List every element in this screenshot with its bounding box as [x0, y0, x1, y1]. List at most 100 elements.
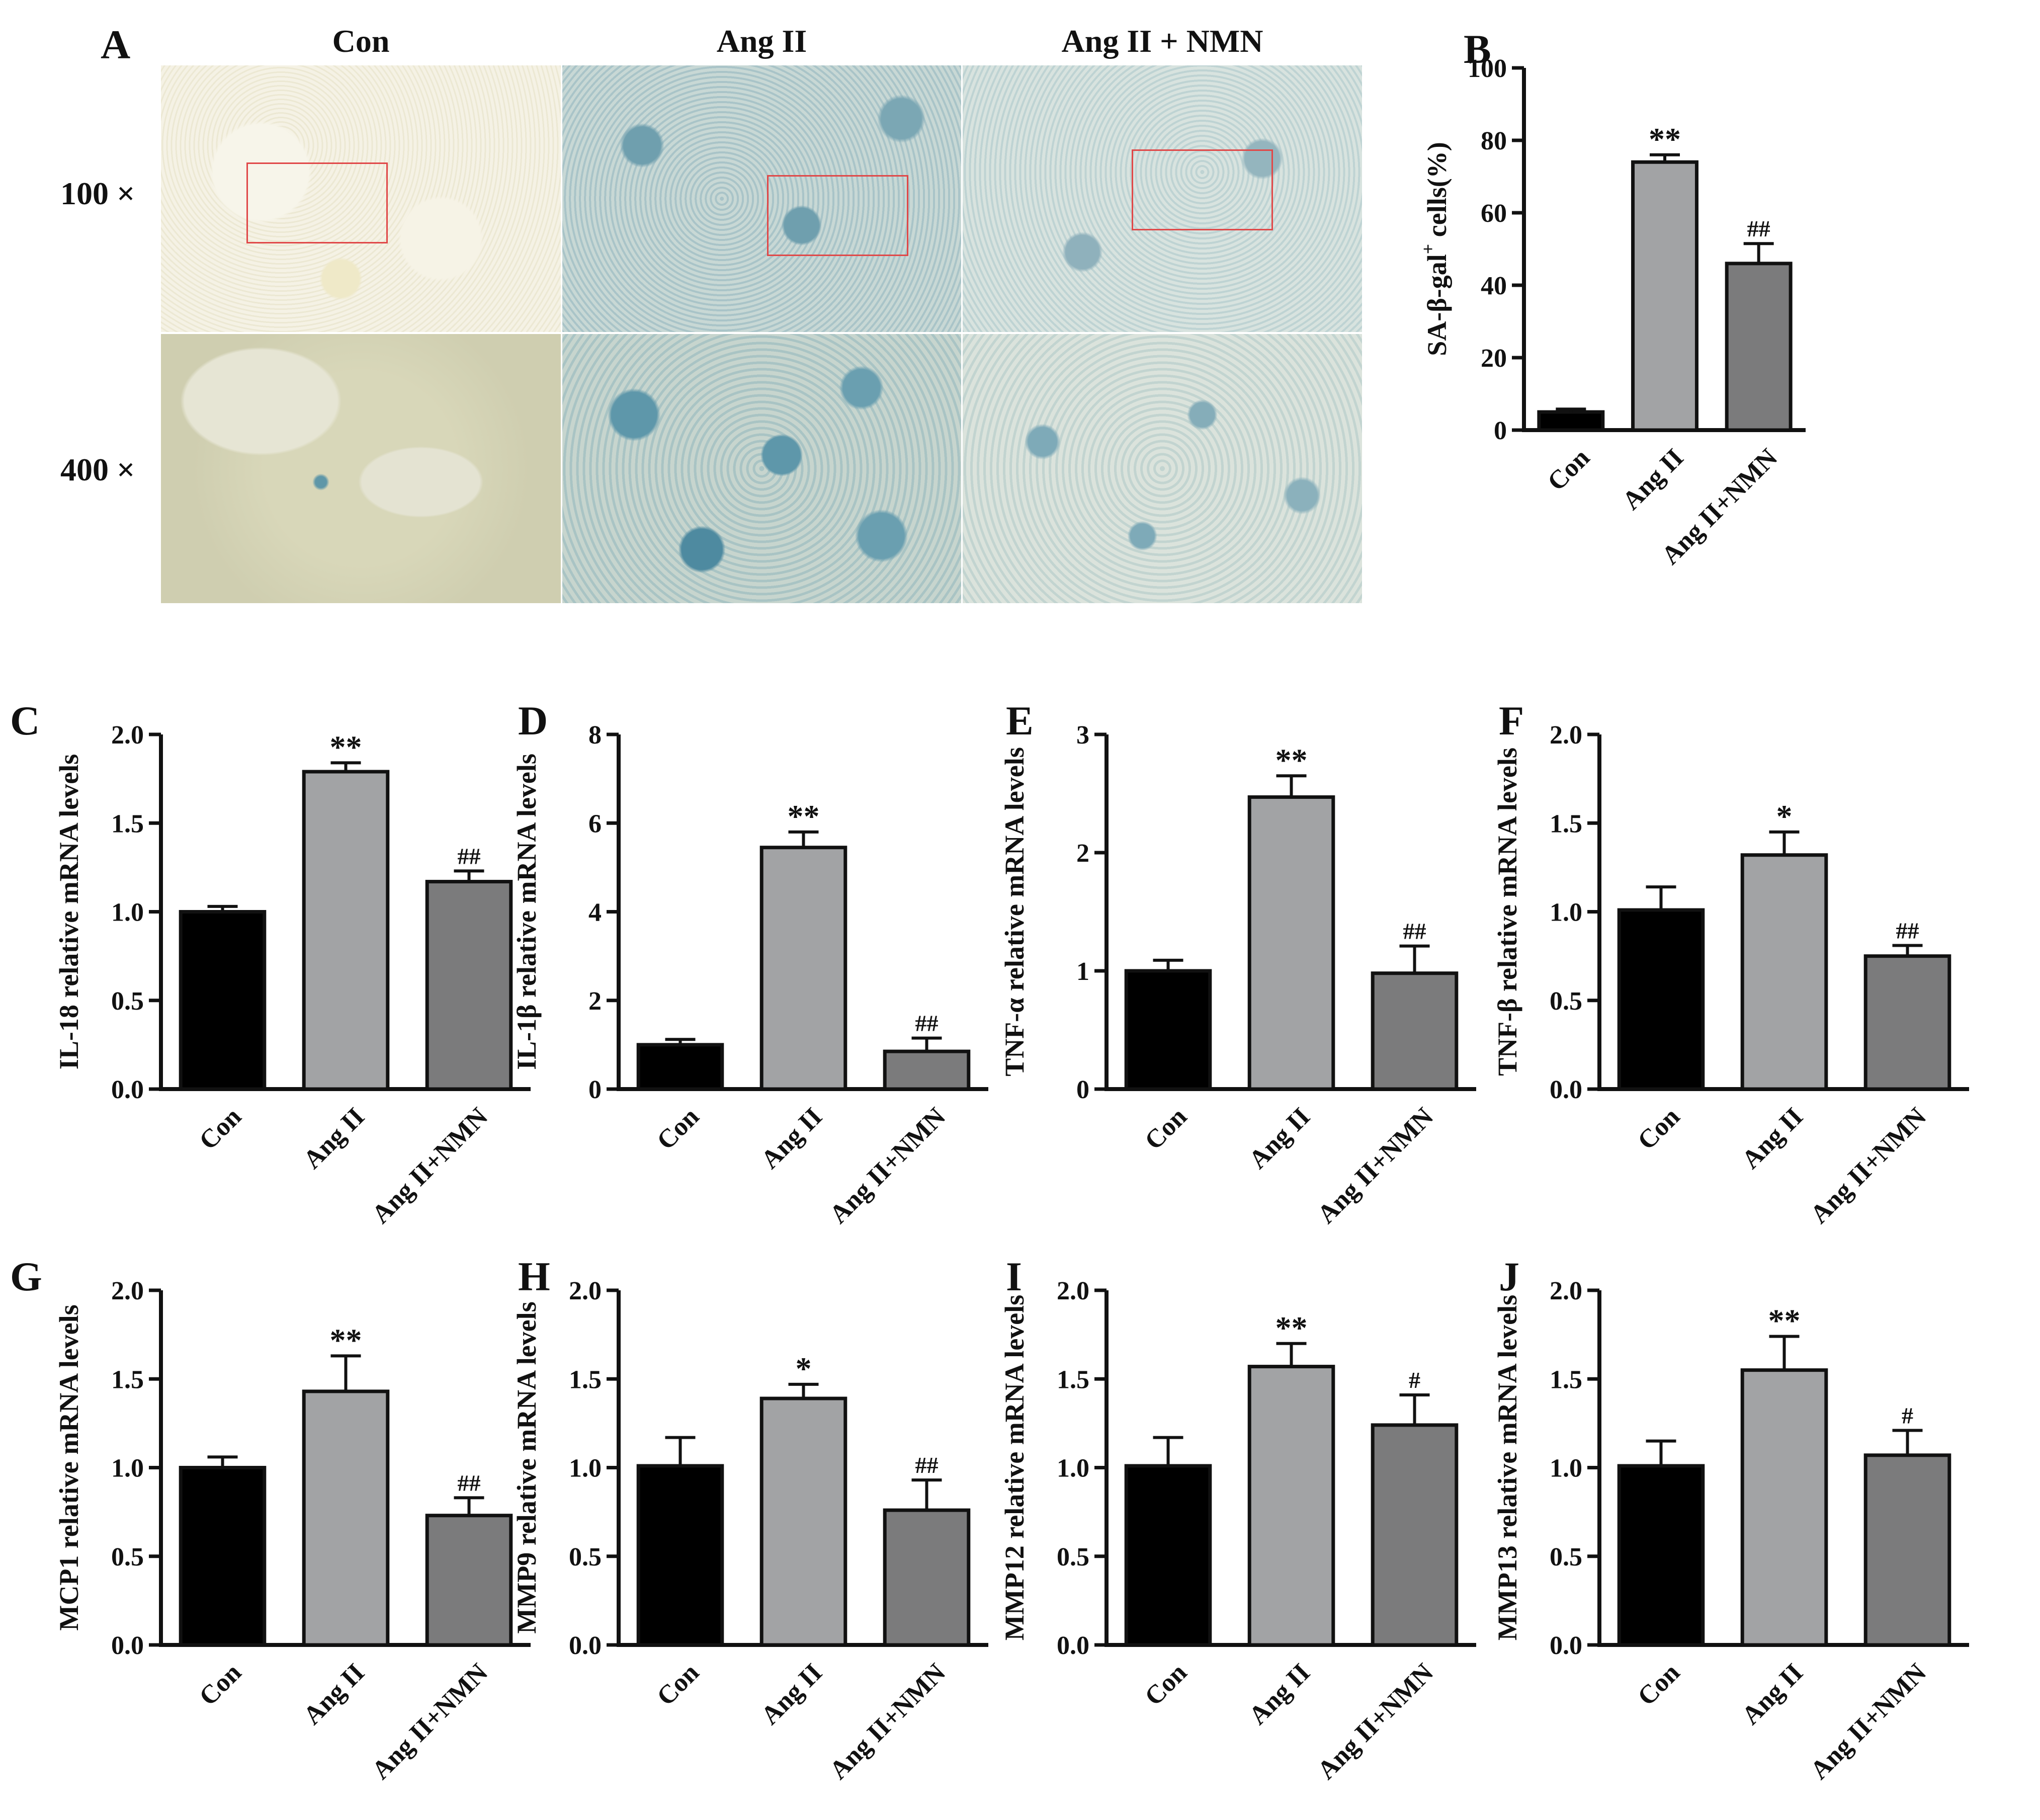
bar-i-2	[1371, 1423, 1459, 1647]
x-tick-label-h: Con	[651, 1658, 705, 1711]
y-tick-label-f: 0.5	[1550, 987, 1582, 1016]
x-tick-label-b: Ang II	[1617, 443, 1689, 516]
x-tick-label-g: Ang II+NMN	[367, 1658, 493, 1785]
y-tick-label-b: 40	[1481, 272, 1507, 300]
significance-mark-j-2: #	[1902, 1402, 1913, 1428]
y-tick-label-b: 20	[1481, 344, 1507, 373]
y-tick-label-j: 2.0	[1550, 1277, 1582, 1305]
y-tick-label-h: 0.5	[569, 1543, 602, 1571]
y-tick-label-b: 80	[1481, 127, 1507, 155]
roi-box-ang-ii	[767, 175, 908, 256]
significance-mark-c-2: ##	[458, 843, 481, 869]
y-tick-label-h: 0.0	[569, 1631, 602, 1660]
y-tick-label-g: 1.5	[111, 1365, 144, 1394]
bar-j-0	[1617, 1464, 1705, 1647]
x-tick-label-j: Ang II+NMN	[1805, 1658, 1932, 1785]
x-tick-label-i: Ang II	[1243, 1658, 1316, 1730]
bar-e-1	[1247, 795, 1335, 1091]
y-axis-title-f: TNF-β relative mRNA levels	[1492, 748, 1522, 1076]
x-tick-label-i: Ang II+NMN	[1312, 1658, 1439, 1785]
bar-f-2	[1863, 954, 1951, 1091]
y-axis-title-i: MMP12 relative mRNA levels	[999, 1295, 1030, 1640]
y-axis-title-g: MCP1 relative mRNA levels	[54, 1304, 84, 1630]
y-tick-label-g: 0.5	[111, 1543, 144, 1571]
significance-mark-g-1: **	[330, 1322, 362, 1358]
y-tick-label-g: 0.0	[111, 1631, 144, 1660]
micrograph-con-400x	[161, 334, 561, 603]
x-tick-label-f: Ang II	[1736, 1102, 1809, 1175]
significance-mark-i-2: #	[1409, 1367, 1420, 1393]
bar-j-1	[1740, 1368, 1828, 1647]
bar-i-1	[1247, 1365, 1335, 1647]
x-tick-label-d: Ang II+NMN	[824, 1102, 951, 1229]
x-tick-label-h: Ang II+NMN	[824, 1658, 951, 1785]
significance-mark-b-2: ##	[1747, 216, 1770, 241]
y-tick-label-d: 4	[588, 898, 602, 927]
y-tick-label-i: 1.5	[1057, 1365, 1089, 1394]
bar-f-0	[1617, 908, 1705, 1091]
bar-d-0	[636, 1043, 724, 1091]
chart-d: D 0 2 4 6 8 IL-1β relative mRNA levels Con ** Ang…	[512, 698, 988, 1229]
bar-f-1	[1740, 853, 1828, 1091]
y-tick-label-i: 2.0	[1057, 1277, 1089, 1305]
x-tick-label-d: Con	[651, 1102, 705, 1155]
y-tick-label-b: 0	[1494, 417, 1507, 445]
significance-mark-e-1: **	[1276, 742, 1308, 778]
y-tick-label-e: 3	[1076, 721, 1089, 750]
x-tick-label-f: Ang II+NMN	[1805, 1102, 1932, 1229]
significance-mark-c-1: **	[330, 729, 362, 765]
y-tick-label-i: 0.0	[1057, 1631, 1089, 1660]
bar-c-2	[425, 880, 513, 1091]
panel-letter-j: J	[1499, 1254, 1519, 1299]
bar-h-1	[759, 1396, 847, 1647]
bar-c-1	[302, 770, 390, 1091]
y-axis-title-sup: +	[1418, 244, 1438, 255]
x-tick-label-j: Con	[1632, 1658, 1685, 1711]
chart-i: I 0.0 0.5 1.0 1.5 2.0 MMP12 relative mRNA leve…	[999, 1254, 1476, 1785]
significance-mark-j-1: **	[1768, 1303, 1801, 1339]
y-tick-label-f: 1.5	[1550, 809, 1582, 838]
y-tick-label-e: 2	[1076, 839, 1089, 868]
x-tick-label-b: Con	[1542, 443, 1595, 497]
bar-b-2	[1725, 262, 1793, 432]
panel-letter-c: C	[10, 698, 40, 743]
significance-mark-b-1: **	[1649, 121, 1681, 157]
micrograph-con-100x	[161, 65, 561, 332]
x-tick-label-h: Ang II	[755, 1658, 828, 1730]
panel-letter-g: G	[10, 1254, 42, 1299]
micrograph-ang-ii-400x	[562, 334, 961, 603]
chart-g: G 0.0 0.5 1.0 1.5 2.0 MCP1 relative mRNA level…	[10, 1254, 531, 1785]
panel-letter-b: B	[1464, 26, 1491, 72]
y-tick-label-j: 1.0	[1550, 1454, 1582, 1483]
y-tick-label-h: 1.5	[569, 1365, 602, 1394]
y-tick-label-h: 1.0	[569, 1454, 602, 1483]
y-tick-label-c: 0.0	[111, 1076, 144, 1104]
panel-letter-f: F	[1499, 698, 1524, 743]
y-tick-label-c: 1.5	[111, 809, 144, 838]
y-axis-title-main: SA-β-gal	[1422, 254, 1452, 356]
bar-d-2	[883, 1049, 971, 1091]
y-tick-label-c: 2.0	[111, 721, 144, 750]
significance-mark-h-2: ##	[915, 1452, 939, 1478]
y-axis-title-rest: cells(%)	[1422, 142, 1452, 243]
y-tick-label-c: 1.0	[111, 898, 144, 927]
x-tick-label-g: Con	[194, 1658, 247, 1711]
x-tick-label-g: Ang II	[298, 1658, 370, 1730]
panel-a: A Con Ang II Ang II + NMN 100 × 400 ×	[0, 0, 1368, 611]
significance-mark-g-2: ##	[458, 1470, 481, 1496]
panel-letter-h: H	[518, 1254, 550, 1299]
y-axis-title-c: IL-18 relative mRNA levels	[54, 754, 84, 1069]
chart-e: E 0 1 2 3 TNF-α relative mRNA levels Con ** Ang …	[999, 698, 1476, 1229]
bar-e-2	[1371, 971, 1459, 1091]
x-tick-label-e: Con	[1139, 1102, 1193, 1155]
bar-e-0	[1124, 969, 1212, 1091]
y-tick-label-g: 2.0	[111, 1277, 144, 1305]
chart-b: B 0 20 40 60 80 100 SA-β-gal+ cells(%) Con ** Ang …	[1418, 26, 1806, 570]
y-tick-label-f: 0.0	[1550, 1076, 1582, 1104]
x-tick-label-f: Con	[1632, 1102, 1685, 1155]
significance-mark-e-2: ##	[1403, 919, 1426, 944]
panel-letter-e: E	[1006, 698, 1034, 743]
y-tick-label-j: 1.5	[1550, 1365, 1582, 1394]
bar-c-0	[179, 910, 267, 1091]
panel-letter-i: I	[1006, 1254, 1022, 1299]
